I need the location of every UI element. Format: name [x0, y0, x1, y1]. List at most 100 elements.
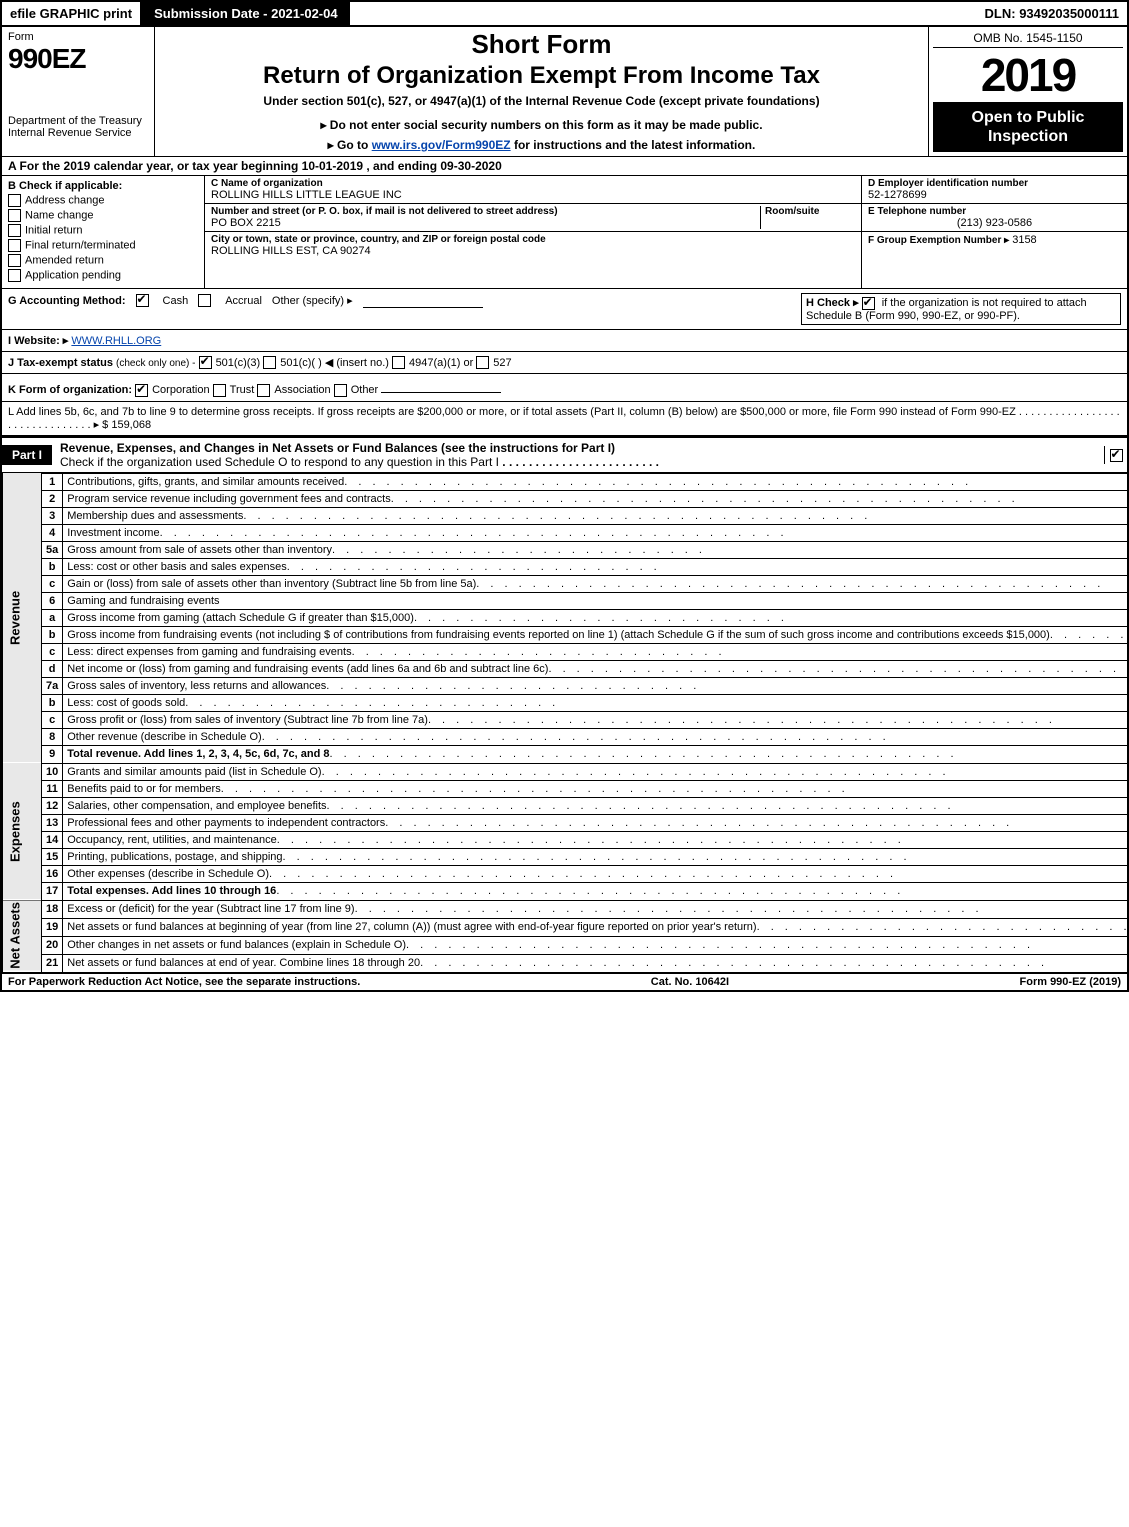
line-desc: Membership dues and assessments . . . . …	[63, 507, 1129, 524]
line-desc: Salaries, other compensation, and employ…	[63, 797, 1129, 814]
b-checkbox-2[interactable]	[8, 224, 21, 237]
line-row: 5aGross amount from sale of assets other…	[3, 541, 1129, 558]
b-checkbox-5[interactable]	[8, 269, 21, 282]
line-number: 8	[42, 728, 63, 745]
line-row: 2Program service revenue including gover…	[3, 490, 1129, 507]
lines-table: Revenue1Contributions, gifts, grants, an…	[2, 473, 1129, 973]
line-desc: Contributions, gifts, grants, and simila…	[63, 473, 1129, 490]
b-label-4: Amended return	[25, 254, 104, 266]
line-row: bGross income from fundraising events (n…	[3, 626, 1129, 643]
k-checkbox-0[interactable]	[135, 384, 148, 397]
j-4947-checkbox[interactable]	[392, 356, 405, 369]
line-row: 12Salaries, other compensation, and empl…	[3, 797, 1129, 814]
j-4947: 4947(a)(1) or	[409, 357, 473, 369]
line-number: 21	[42, 954, 63, 972]
part1-title-text: Revenue, Expenses, and Changes in Net As…	[60, 441, 615, 455]
g-cash-checkbox[interactable]	[136, 294, 149, 307]
g-label: G Accounting Method:	[8, 295, 126, 307]
j-501c-checkbox[interactable]	[263, 356, 276, 369]
g-accrual-checkbox[interactable]	[198, 294, 211, 307]
k-other-input[interactable]	[381, 378, 501, 393]
line-number: 4	[42, 524, 63, 541]
line-number: 1	[42, 473, 63, 490]
line-number: 14	[42, 831, 63, 848]
line-number: c	[42, 711, 63, 728]
part1-header: Part I Revenue, Expenses, and Changes in…	[2, 436, 1127, 473]
line-row: 20Other changes in net assets or fund ba…	[3, 936, 1129, 954]
line-desc: Gaming and fundraising events	[63, 592, 1129, 609]
irs-label: Internal Revenue Service	[8, 127, 148, 139]
line-number: b	[42, 558, 63, 575]
line-number: 19	[42, 918, 63, 936]
section-side-label: Expenses	[3, 763, 42, 900]
line-row: 17Total expenses. Add lines 10 through 1…	[3, 882, 1129, 900]
line-row: 14Occupancy, rent, utilities, and mainte…	[3, 831, 1129, 848]
header-center: Short Form Return of Organization Exempt…	[155, 27, 929, 156]
header-left: Form 990EZ Department of the Treasury In…	[2, 27, 155, 156]
line-row: 19Net assets or fund balances at beginni…	[3, 918, 1129, 936]
i-label: I Website: ▸	[8, 335, 68, 347]
line-desc: Excess or (deficit) for the year (Subtra…	[63, 900, 1129, 918]
website-link[interactable]: WWW.RHLL.ORG	[71, 335, 161, 347]
line-number: 11	[42, 780, 63, 797]
line-number: 12	[42, 797, 63, 814]
section-g: G Accounting Method: Cash Accrual Other …	[8, 293, 801, 308]
k-checkbox-2[interactable]	[257, 384, 270, 397]
line-desc: Program service revenue including govern…	[63, 490, 1129, 507]
line-row: 11Benefits paid to or for members . . . …	[3, 780, 1129, 797]
k-checkbox-1[interactable]	[213, 384, 226, 397]
h-checkbox[interactable]	[862, 297, 875, 310]
phone-label: E Telephone number	[868, 206, 1121, 217]
section-b-title: B Check if applicable:	[8, 180, 198, 192]
section-b: B Check if applicable: Address changeNam…	[2, 176, 205, 288]
line-number: b	[42, 626, 63, 643]
line-row: aGross income from gaming (attach Schedu…	[3, 609, 1129, 626]
b-checkbox-4[interactable]	[8, 254, 21, 267]
row-j: J Tax-exempt status (check only one) - 5…	[2, 351, 1127, 374]
line-number: 10	[42, 763, 63, 780]
line-row: cLess: direct expenses from gaming and f…	[3, 643, 1129, 660]
line-desc: Professional fees and other payments to …	[63, 814, 1129, 831]
g-accrual: Accrual	[225, 295, 262, 307]
h-label: H Check ▸	[806, 297, 859, 309]
j-501c3-checkbox[interactable]	[199, 356, 212, 369]
k-checkbox-3[interactable]	[334, 384, 347, 397]
j-527-checkbox[interactable]	[476, 356, 489, 369]
line-row: Expenses10Grants and similar amounts pai…	[3, 763, 1129, 780]
section-c: C Name of organization ROLLING HILLS LIT…	[205, 176, 861, 288]
row-i: I Website: ▸ WWW.RHLL.ORG	[2, 329, 1127, 351]
do-not-enter-ssn: ▸ Do not enter social security numbers o…	[163, 118, 920, 132]
line-desc: Gross profit or (loss) from sales of inv…	[63, 711, 1129, 728]
line-number: 17	[42, 882, 63, 900]
top-bar: efile GRAPHIC print Submission Date - 20…	[2, 2, 1127, 25]
part1-tag: Part I	[2, 445, 52, 465]
b-label-2: Initial return	[25, 224, 82, 236]
b-checkbox-0[interactable]	[8, 194, 21, 207]
line-number: 7a	[42, 677, 63, 694]
line-number: 9	[42, 745, 63, 763]
k-opt-3: Other	[351, 384, 379, 396]
line-number: 13	[42, 814, 63, 831]
b-check-line: Final return/terminated	[8, 239, 198, 252]
open-to-public: Open to Public Inspection	[933, 102, 1123, 152]
line-row: bLess: cost or other basis and sales exp…	[3, 558, 1129, 575]
g-cash: Cash	[163, 295, 189, 307]
row-gh: H Check ▸ if the organization is not req…	[2, 288, 1127, 329]
room-label: Room/suite	[765, 206, 855, 217]
b-checkbox-1[interactable]	[8, 209, 21, 222]
b-label-3: Final return/terminated	[25, 239, 136, 251]
part1-check[interactable]	[1104, 446, 1127, 464]
b-checkbox-3[interactable]	[8, 239, 21, 252]
line-desc: Other changes in net assets or fund bala…	[63, 936, 1129, 954]
k-opt-2: Association	[274, 384, 330, 396]
line-number: 20	[42, 936, 63, 954]
section-side-label: Net Assets	[3, 900, 42, 972]
group-exemption-label: F Group Exemption Number ▸	[868, 235, 1009, 246]
line-desc: Total expenses. Add lines 10 through 16 …	[63, 882, 1129, 900]
goto-instructions: ▸ Go to www.irs.gov/Form990EZ for instru…	[163, 138, 920, 152]
line-row: 9Total revenue. Add lines 1, 2, 3, 4, 5c…	[3, 745, 1129, 763]
irs-link[interactable]: www.irs.gov/Form990EZ	[372, 138, 511, 152]
line-number: 2	[42, 490, 63, 507]
row-k: K Form of organization: Corporation Trus…	[2, 373, 1127, 401]
g-other-input[interactable]	[363, 293, 483, 308]
